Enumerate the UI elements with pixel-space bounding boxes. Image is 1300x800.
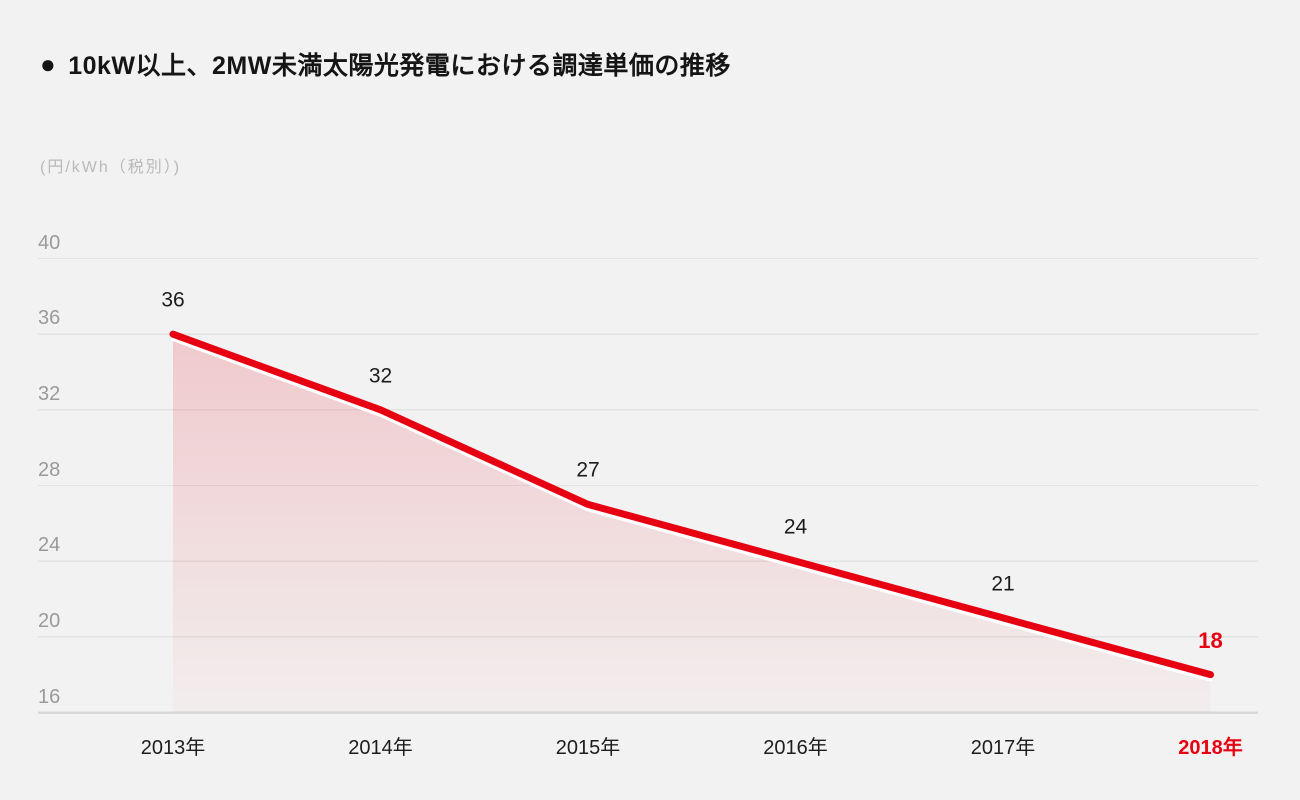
x-axis-label-2017年: 2017年 [970, 737, 1036, 759]
y-axis-unit-label: (円/kWh（税別）) [40, 159, 182, 176]
line-white-casing [171, 337, 1213, 682]
data-label-2014年: 32 [368, 364, 393, 388]
y-tick-label: 24 [38, 534, 61, 557]
area-fill [173, 339, 1211, 713]
x-axis-label-2014年: 2014年 [348, 737, 413, 759]
chart-title: ● 10kW以上、2MW未満太陽光発電における調達単価の推移 [40, 46, 731, 82]
data-label-2018年: 18 [1198, 627, 1223, 653]
x-axis-label-2015年: 2015年 [555, 737, 621, 759]
data-label-2016年: 24 [783, 515, 808, 539]
data-label-2013年: 36 [161, 288, 185, 312]
x-axis-label-2013年: 2013年 [140, 737, 206, 759]
x-axis-label-2018年: 2018年 [1178, 737, 1243, 759]
y-tick-label: 32 [38, 382, 61, 405]
data-label-2015年: 27 [576, 458, 600, 482]
x-axis-label-2016年: 2016年 [763, 737, 828, 759]
title-bullet-icon: ● [40, 49, 57, 79]
y-tick-label: 20 [38, 609, 61, 632]
y-tick-label: 16 [38, 685, 61, 708]
price-line [169, 330, 1214, 679]
y-tick-label: 28 [38, 458, 61, 481]
data-label-2017年: 21 [991, 572, 1015, 596]
chart-title-text: 10kW以上、2MW未満太陽光発電における調達単価の推移 [68, 52, 731, 80]
y-tick-label: 36 [38, 307, 61, 330]
y-tick-label: 40 [38, 231, 61, 254]
